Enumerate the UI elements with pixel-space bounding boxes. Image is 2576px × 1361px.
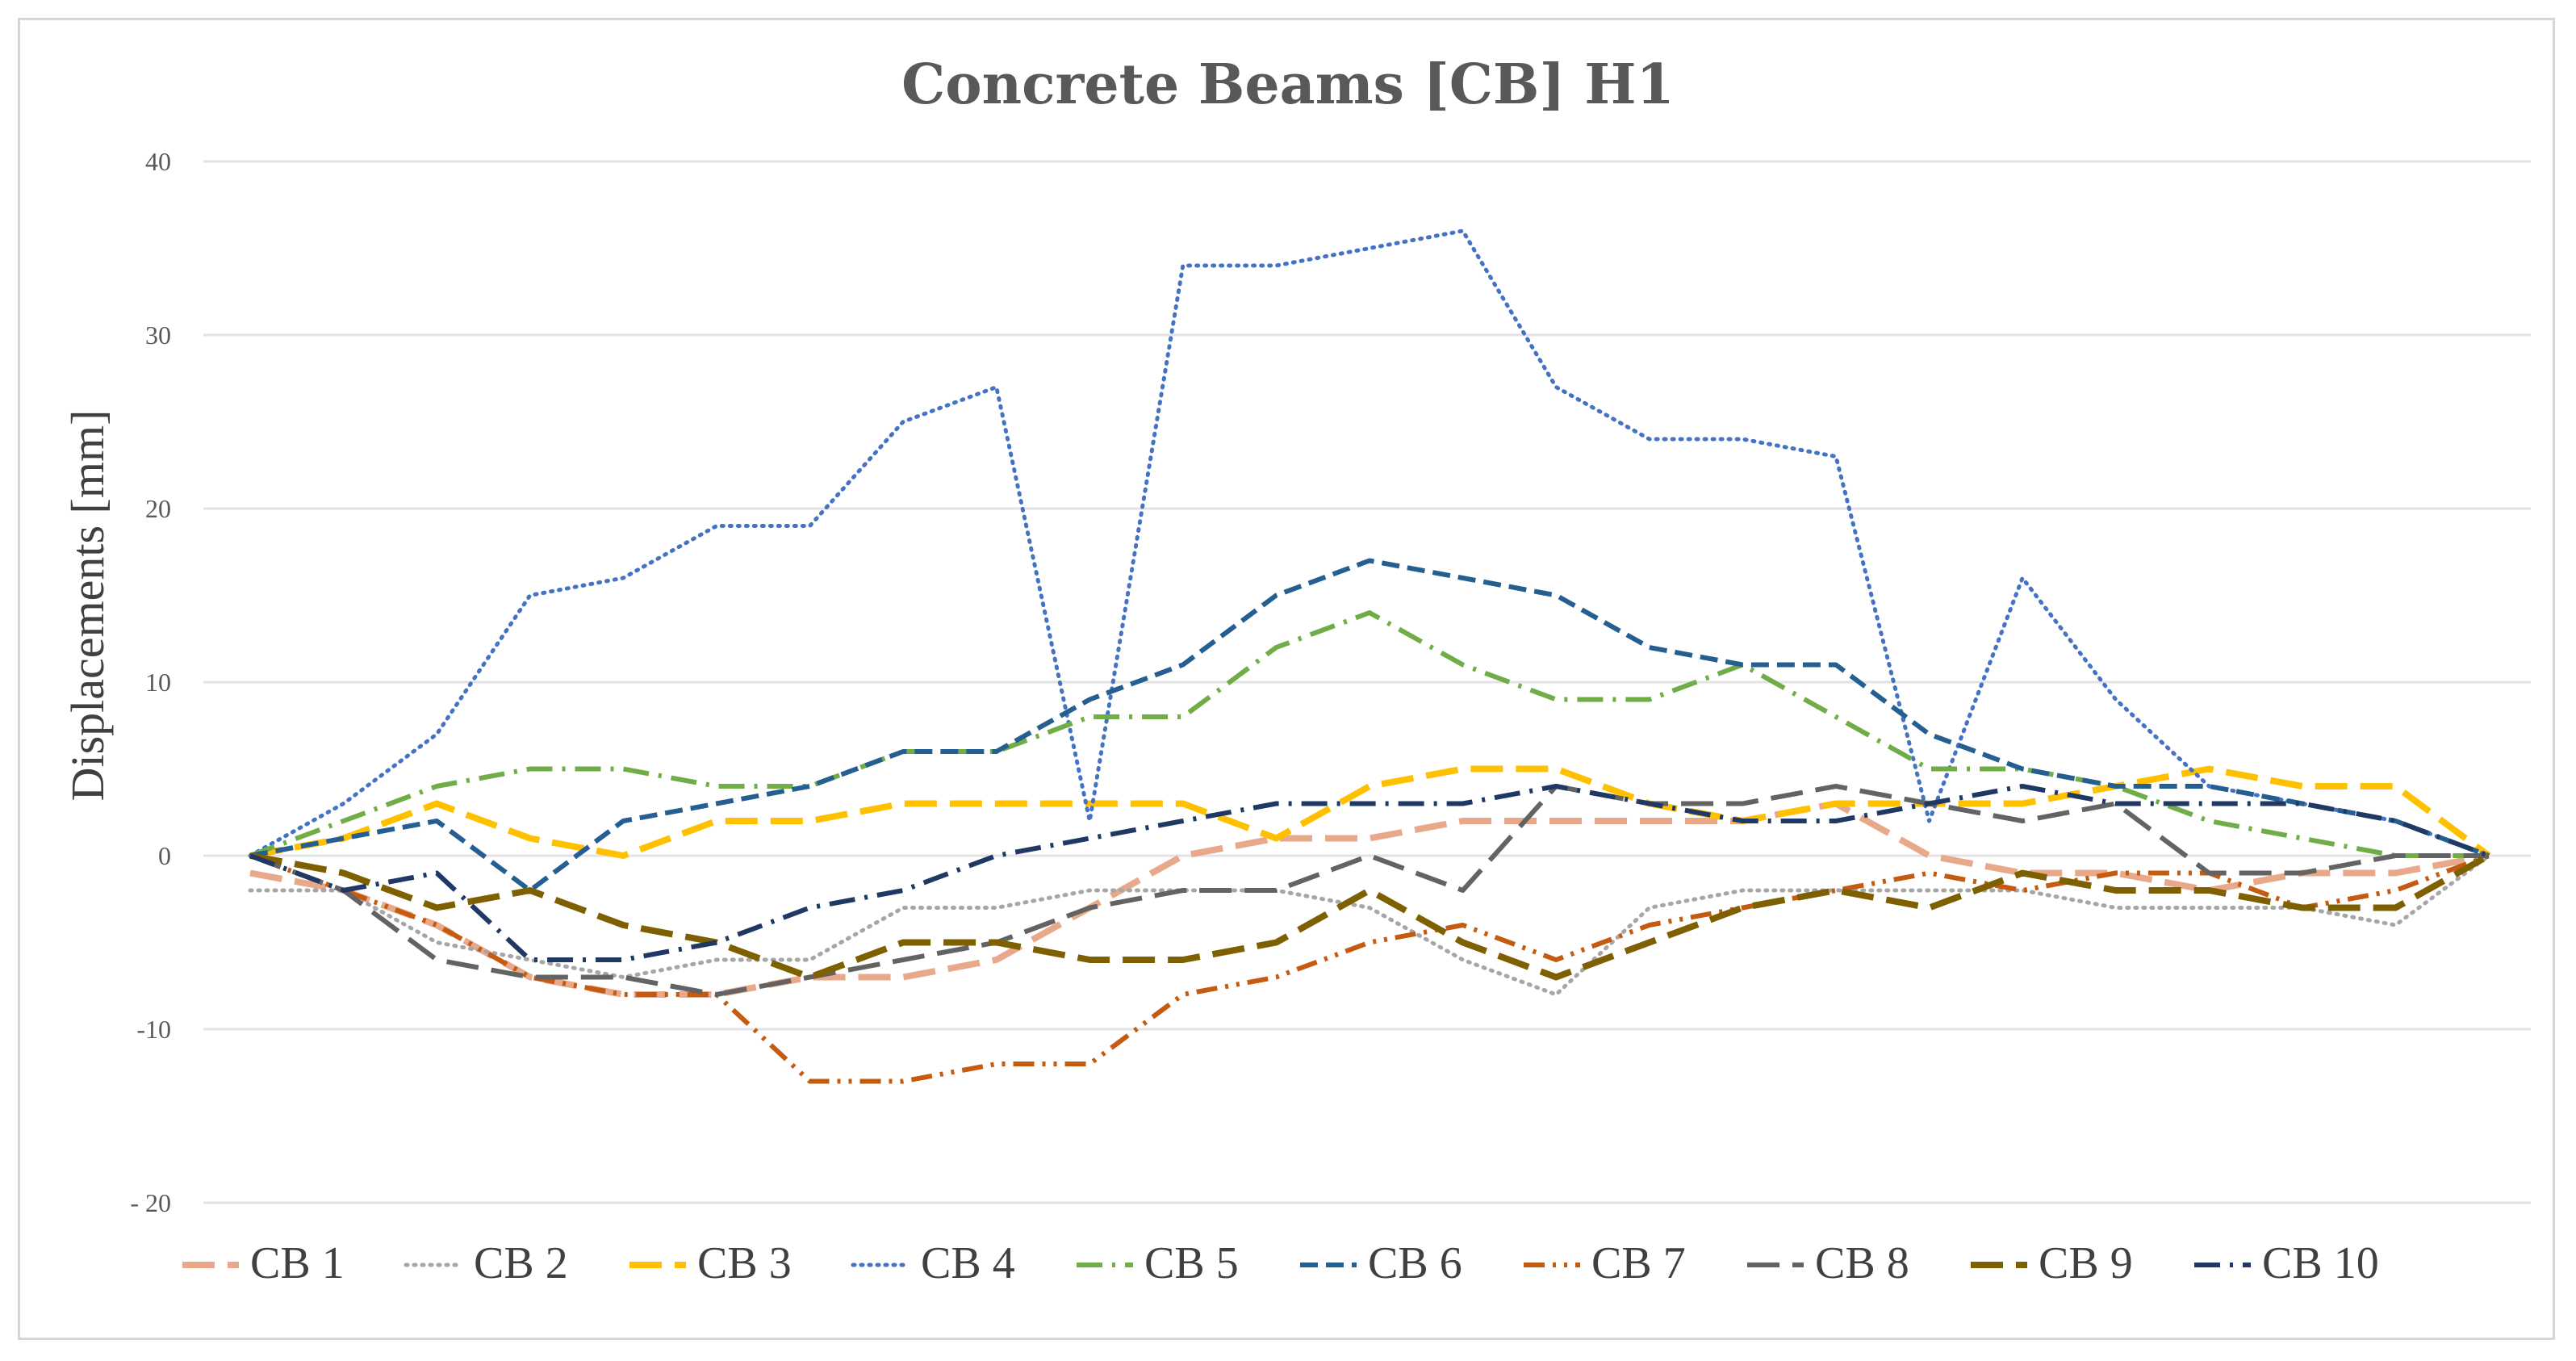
legend-label: CB 2 (474, 1238, 568, 1288)
y-axis-ticks: 40 30 20 10 0 -10 - 20 (130, 147, 171, 1217)
legend: CB 1 CB 2 CB 3 CB 4 CB 5 CB 6 CB 7 CB 8 CB 9 CB 1… (182, 1238, 2379, 1288)
legend-label: CB 10 (2262, 1238, 2379, 1288)
y-tick-label: -10 (136, 1015, 171, 1044)
series-lines (248, 228, 2491, 1084)
legend-item-cb-1: CB 1 (182, 1238, 345, 1288)
legend-item-cb-4: CB 4 (851, 1238, 1015, 1288)
legend-label: CB 3 (697, 1238, 792, 1288)
legend-item-cb-9: CB 9 (1971, 1238, 2133, 1288)
legend-label: CB 8 (1815, 1238, 1909, 1288)
chart-title: Concrete Beams [CB] H1 (901, 52, 1675, 117)
legend-label: CB 7 (1591, 1238, 1686, 1288)
y-tick-label: 30 (145, 320, 171, 350)
legend-item-cb-6: CB 6 (1300, 1238, 1462, 1288)
legend-label: CB 4 (921, 1238, 1015, 1288)
series-line-cb-9 (249, 852, 2490, 981)
y-axis-label: Displacements [mm] (61, 410, 114, 802)
legend-item-cb-5: CB 5 (1077, 1238, 1239, 1288)
legend-label: CB 5 (1144, 1238, 1239, 1288)
series-line-cb-6 (249, 558, 2490, 893)
legend-label: CB 1 (250, 1238, 345, 1288)
legend-item-cb-7: CB 7 (1524, 1238, 1686, 1288)
legend-item-cb-2: CB 2 (404, 1238, 568, 1288)
y-tick-label: 20 (145, 494, 171, 523)
y-tick-label: 40 (145, 147, 171, 176)
legend-label: CB 6 (1368, 1238, 1462, 1288)
series-line-cb-3 (249, 765, 2491, 859)
y-tick-label: - 20 (130, 1188, 171, 1217)
series-line-cb-7 (249, 853, 2490, 1084)
series-line-cb-1 (249, 800, 2490, 998)
series-line-cb-10 (249, 784, 2490, 962)
chart-frame (18, 18, 2555, 1340)
legend-item-cb-8: CB 8 (1747, 1238, 1909, 1288)
legend-item-cb-10: CB 10 (2194, 1238, 2379, 1288)
gridlines (203, 160, 2531, 1204)
legend-item-cb-3: CB 3 (629, 1238, 792, 1288)
y-tick-label: 10 (145, 668, 171, 697)
legend-label: CB 9 (2039, 1238, 2133, 1288)
series-line-cb-5 (249, 610, 2489, 858)
series-line-cb-4 (248, 228, 2491, 858)
series-line-cb-2 (248, 853, 2491, 997)
y-tick-label: 0 (158, 841, 171, 870)
